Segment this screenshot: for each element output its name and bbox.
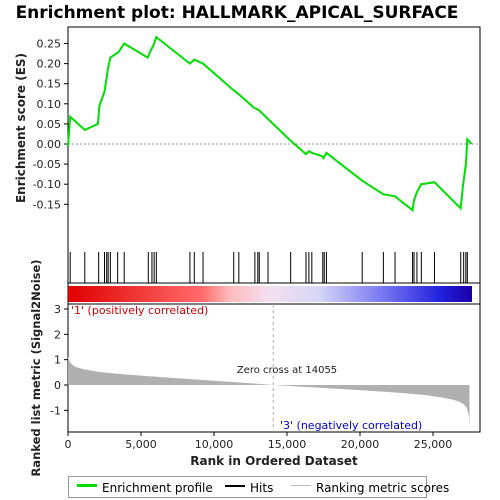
hit-markers (69, 252, 468, 283)
ranking-x-tick-label: 25,000 (414, 438, 453, 451)
ranking-y-tick-label: 3 (54, 303, 61, 316)
ranking-x-tick-label: 20,000 (341, 438, 380, 451)
ranking-metric-area (68, 355, 470, 427)
es-y-tick-label: -0.10 (33, 178, 61, 191)
es-y-tick-label: -0.05 (33, 158, 61, 171)
ranking-y-axis: 3 2 1 0 -1 (50, 303, 68, 417)
ranking-x-tick-label: 15,000 (268, 438, 307, 451)
ranking-panel: 3 2 1 0 -1 0 5,000 10,000 15,000 20,000 25,000 '1… (29, 259, 481, 477)
legend: Enrichment profile Hits Ranking metric s… (68, 476, 449, 498)
es-y-tick-label: 0.05 (37, 118, 62, 131)
positive-correlation-label: '1' (positively correlated) (71, 304, 208, 317)
es-y-axis: 0.25 0.20 0.15 0.10 0.05 0.00 -0.05 -0.10 -0.15 (33, 38, 68, 211)
ranking-y-axis-title: Ranked list metric (Signal2Noise) (29, 259, 43, 476)
zero-cross-label: Zero cross at 14055 (237, 365, 337, 376)
ranking-x-tick-label: 0 (65, 438, 72, 451)
ranking-y-tick-label: 0 (54, 379, 61, 392)
es-panel-frame (67, 26, 481, 284)
es-y-axis-title: Enrichment score (ES) (14, 53, 28, 203)
es-y-tick-label: 0.15 (37, 78, 62, 91)
ranking-x-tick-label: 10,000 (195, 438, 234, 451)
es-panel: 0.250.200.150.100.050.00-0.05-0.10-0.15 … (14, 26, 481, 284)
chart-title: Enrichment plot: HALLMARK_APICAL_SURFACE (16, 3, 459, 23)
ranking-x-tick-label: 5,000 (125, 438, 157, 451)
legend-label-enrichment: Enrichment profile (102, 481, 213, 495)
es-y-tick-label: 0.00 (37, 138, 62, 151)
ranking-color-bar (68, 286, 472, 302)
ranking-x-axis-title: Rank in Ordered Dataset (190, 454, 358, 468)
ranking-y-tick-label: 2 (54, 328, 61, 341)
es-y-tick-label: 0.25 (37, 38, 62, 51)
ranking-x-axis: 0 5,000 10,000 15,000 20,000 25,000 (65, 432, 453, 451)
enrichment-profile-line (67, 35, 473, 213)
ranking-y-tick-label: -1 (50, 404, 61, 417)
es-y-tick-label: -0.15 (33, 198, 61, 211)
hits-panel (67, 282, 481, 305)
es-y-tick-label: 0.20 (37, 58, 62, 71)
legend-label-hits: Hits (250, 481, 274, 495)
es-y-tick-label: 0.10 (37, 98, 62, 111)
negative-correlation-label: '3' (negatively correlated) (280, 419, 422, 432)
legend-swatch-enrichment (77, 484, 97, 487)
legend-swatch-hits (225, 485, 245, 487)
legend-label-ranking: Ranking metric scores (316, 481, 450, 495)
ranking-y-tick-label: 1 (54, 354, 61, 367)
legend-swatch-ranking (291, 485, 311, 486)
